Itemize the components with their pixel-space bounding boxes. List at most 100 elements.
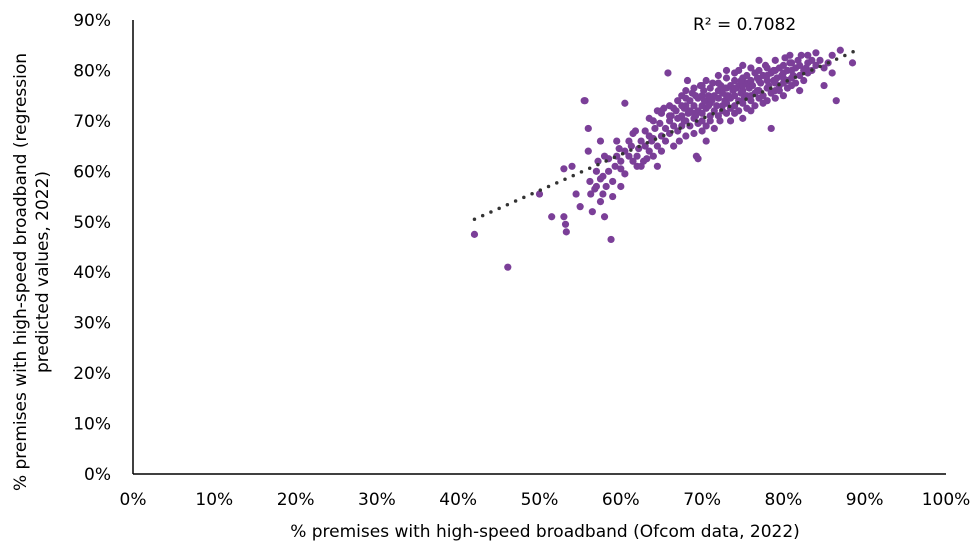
data-point [682,94,690,102]
data-point [698,117,706,125]
data-point [560,213,568,221]
data-point [714,94,722,102]
data-point [661,137,670,145]
x-tick-label: 60% [602,490,640,510]
data-point [645,147,653,155]
data-point [820,64,828,72]
data-point [786,51,794,59]
data-point [700,97,709,105]
x-axis-title: % premises with high-speed broadband (Of… [290,522,800,542]
data-point [731,84,739,92]
data-point [755,56,763,64]
data-point [682,132,690,140]
data-point [722,109,731,117]
data-point [617,165,625,173]
data-point [576,203,584,211]
data-point [568,162,576,170]
data-point [820,81,828,90]
data-point [651,124,659,133]
y-tick-label: 70% [73,112,111,132]
data-point [641,127,649,135]
data-point [743,71,751,80]
data-point [836,46,844,54]
data-point [611,162,619,170]
data-point [698,81,706,90]
data-point [808,56,816,64]
data-point [670,104,678,112]
data-point [816,56,824,64]
data-point [731,92,739,100]
data-point [731,102,739,110]
data-point [848,59,857,67]
data-point [763,97,771,105]
data-point [683,76,692,85]
y-tick-label: 90% [73,11,111,31]
data-point [828,69,836,77]
data-point [653,142,661,150]
data-point [747,97,755,105]
data-point [694,155,702,163]
x-tick-labels: 0% 10% 20% 30% 40% 50% 60% 70% 80% 90% 100% [120,490,971,510]
data-point [828,51,836,59]
data-point [653,162,661,170]
data-point [627,142,635,150]
data-point [596,137,605,145]
data-point [767,124,775,133]
data-point [722,66,731,75]
data-point [690,109,698,117]
data-point [775,87,783,95]
data-point [812,61,820,69]
data-point [751,102,759,110]
x-tick-label: 70% [683,490,721,510]
y-tick-label: 20% [73,364,111,384]
data-point [698,127,706,135]
x-tick-label: 80% [765,490,803,510]
data-point [812,49,820,57]
data-point [714,79,722,87]
data-point [599,172,607,180]
data-point [561,220,570,228]
data-point [702,76,710,85]
data-point [621,99,629,107]
data-point [722,92,731,100]
data-point [714,71,722,80]
data-point [779,61,788,69]
data-point [682,87,690,95]
data-point [690,129,698,138]
data-point [753,87,761,95]
data-point [664,69,672,77]
data-point [779,92,788,100]
y-tick-label: 0% [84,465,111,485]
data-point [629,157,637,165]
data-point [787,66,796,75]
data-point [504,263,512,271]
data-point [656,119,664,128]
data-point [791,79,800,87]
data-point [763,64,771,72]
data-point [739,61,747,69]
data-point [702,137,710,145]
y-tick-label: 40% [73,263,111,283]
data-point [617,182,625,191]
data-point [678,102,686,110]
x-tick-label: 40% [439,490,477,510]
data-point [747,64,755,72]
data-point [739,114,747,122]
data-point [535,190,544,198]
data-point [710,124,718,133]
data-point [562,228,570,236]
data-point [804,51,812,59]
data-point [709,79,717,87]
data-point [721,84,729,92]
data-point [747,92,755,100]
x-tick-label: 10% [195,490,233,510]
y-tick-label: 50% [73,213,111,233]
data-point [747,107,755,115]
data-point [587,190,595,198]
data-point [735,66,743,75]
data-point [665,112,674,120]
data-point [592,182,601,191]
data-point [670,142,678,150]
data-point [755,76,763,85]
data-point [691,92,700,100]
